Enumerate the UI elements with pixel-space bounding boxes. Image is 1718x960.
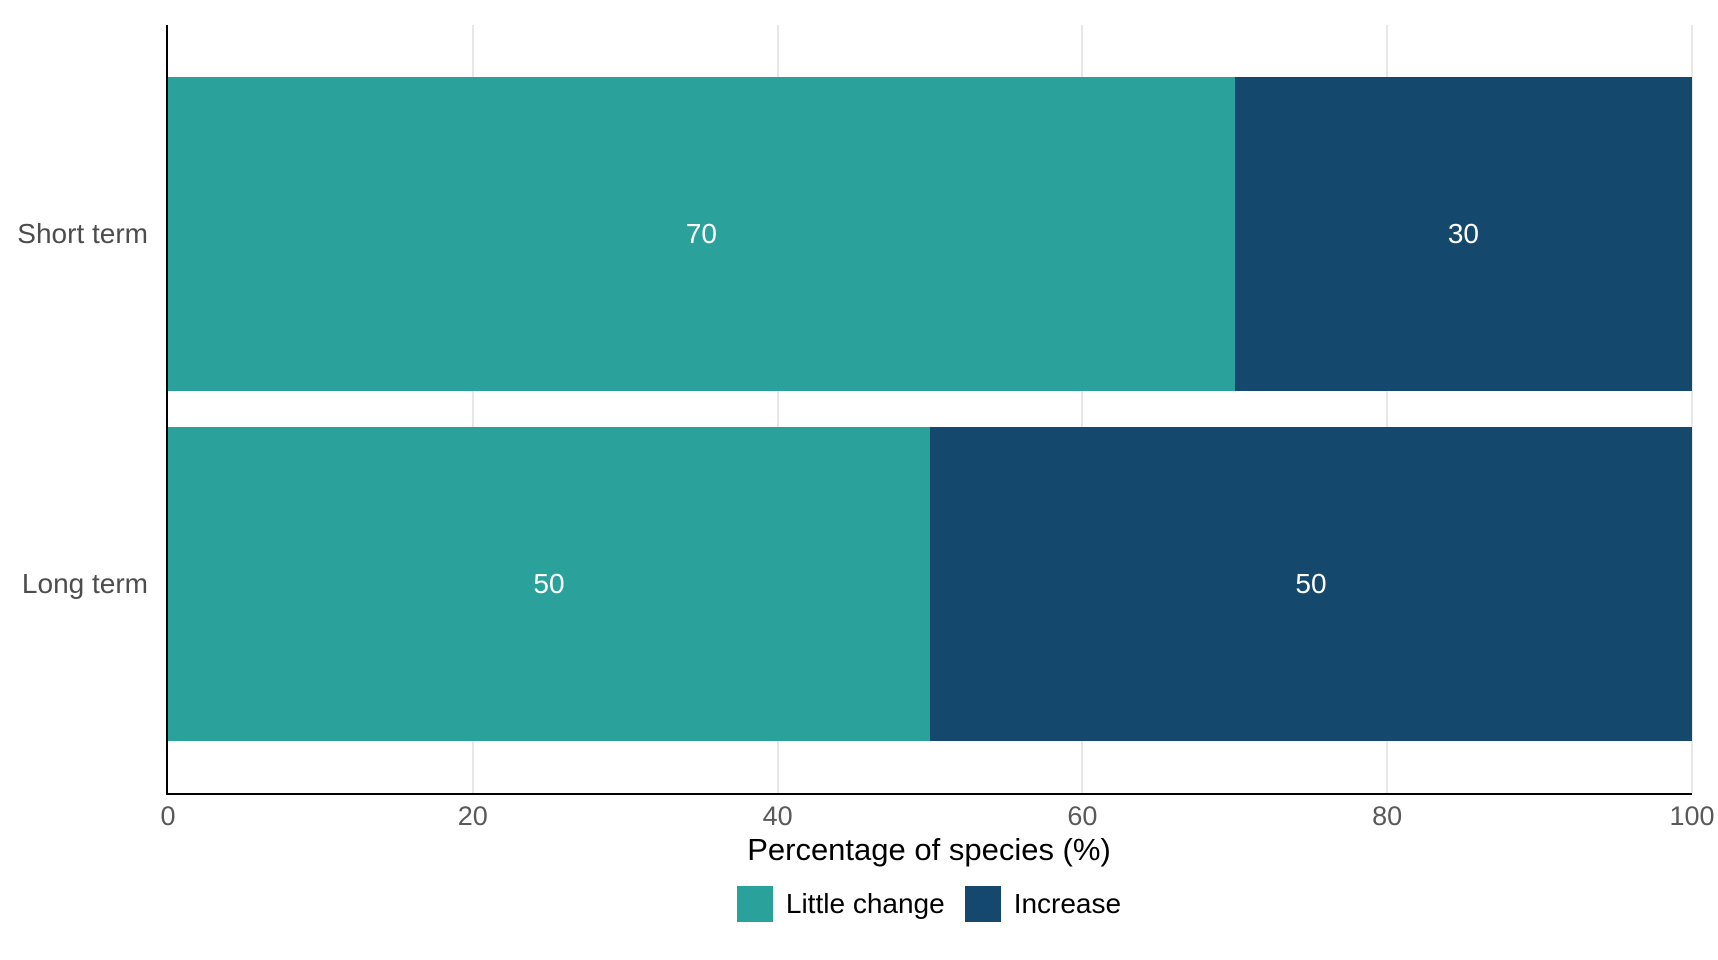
x-tick-label-60: 60 (1067, 801, 1098, 831)
x-tick-label-0: 0 (160, 801, 176, 831)
bar-value-label: 50 (1295, 568, 1327, 599)
bar-row-short-term: 70 30 (168, 77, 1692, 391)
y-category-label: Short term (17, 218, 148, 249)
legend-swatch-icon (736, 886, 773, 922)
bar-segment-little-change: 50 (168, 427, 930, 741)
gridline-x-20 (471, 25, 474, 793)
x-tick-label-20: 20 (457, 801, 488, 831)
bar-value-label: 70 (685, 218, 717, 249)
gridline-x-40 (776, 25, 779, 793)
plot-panel: 70 30 50 50 (166, 25, 1693, 795)
x-tick-label-40: 40 (762, 801, 793, 831)
legend: Little change Increase (166, 886, 1692, 922)
legend-label: Little change (785, 888, 945, 919)
bar-value-label: 30 (1447, 218, 1479, 249)
bar-segment-little-change: 70 (168, 77, 1235, 391)
bar-value-label: 50 (533, 568, 565, 599)
x-axis-title: Percentage of species (%) (747, 832, 1111, 867)
bar-row-long-term: 50 50 (168, 427, 1692, 741)
legend-label: Increase (1013, 888, 1122, 919)
bar-segment-increase: 30 (1234, 77, 1692, 391)
bar-segment-increase: 50 (930, 427, 1692, 741)
gridline-x-100 (1691, 25, 1693, 793)
x-tick-label-80: 80 (1372, 801, 1403, 831)
gridline-x-80 (1386, 25, 1389, 793)
x-tick-label-100: 100 (1669, 801, 1715, 831)
legend-swatch-icon (964, 886, 1001, 922)
y-category-label: Long term (21, 568, 148, 599)
gridline-x-60 (1081, 25, 1084, 793)
legend-item-little-change: Little change (736, 886, 945, 922)
legend-item-increase: Increase (964, 886, 1122, 922)
